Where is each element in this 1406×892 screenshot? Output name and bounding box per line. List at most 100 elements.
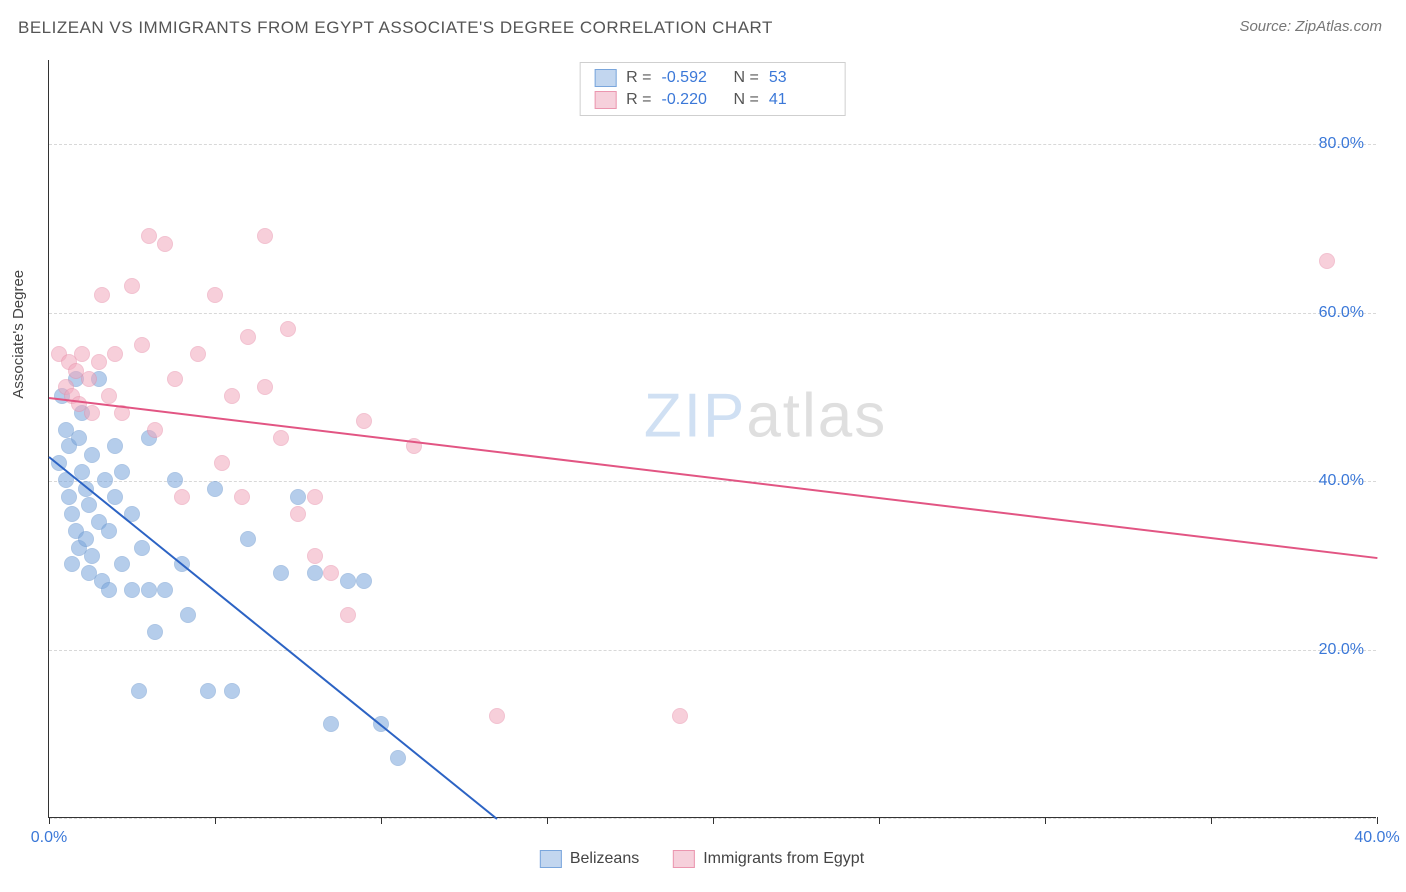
data-point xyxy=(101,523,117,539)
data-point xyxy=(672,708,688,724)
data-point xyxy=(107,438,123,454)
data-point xyxy=(340,607,356,623)
data-point xyxy=(224,683,240,699)
swatch-pink xyxy=(673,850,695,868)
x-tick-mark xyxy=(547,817,548,824)
data-point xyxy=(307,565,323,581)
data-point xyxy=(141,582,157,598)
data-point xyxy=(167,472,183,488)
y-tick-label: 20.0% xyxy=(1319,641,1364,659)
x-tick-mark xyxy=(215,817,216,824)
y-tick-label: 80.0% xyxy=(1319,135,1364,153)
data-point xyxy=(390,750,406,766)
data-point xyxy=(180,607,196,623)
data-point xyxy=(124,582,140,598)
data-point xyxy=(273,430,289,446)
data-point xyxy=(207,481,223,497)
gridline xyxy=(49,313,1376,314)
data-point xyxy=(97,472,113,488)
data-point xyxy=(147,624,163,640)
legend-row: R = -0.592 N = 53 xyxy=(594,67,831,89)
y-tick-label: 60.0% xyxy=(1319,304,1364,322)
data-point xyxy=(141,228,157,244)
x-tick-mark xyxy=(381,817,382,824)
r-label: R = xyxy=(626,69,651,87)
legend-label: Belizeans xyxy=(570,850,639,868)
chart-title: BELIZEAN VS IMMIGRANTS FROM EGYPT ASSOCI… xyxy=(18,18,773,38)
data-point xyxy=(84,405,100,421)
data-point xyxy=(489,708,505,724)
x-tick-mark xyxy=(879,817,880,824)
legend-item: Belizeans xyxy=(540,850,639,868)
gridline xyxy=(49,144,1376,145)
data-point xyxy=(167,371,183,387)
watermark-part2: atlas xyxy=(746,381,887,450)
n-label: N = xyxy=(734,91,759,109)
data-point xyxy=(257,228,273,244)
data-point xyxy=(134,337,150,353)
gridline xyxy=(49,481,1376,482)
watermark-part1: ZIP xyxy=(644,381,746,450)
data-point xyxy=(290,489,306,505)
data-point xyxy=(257,379,273,395)
legend-label: Immigrants from Egypt xyxy=(703,850,864,868)
data-point xyxy=(340,573,356,589)
data-point xyxy=(114,464,130,480)
data-point xyxy=(234,489,250,505)
data-point xyxy=(323,716,339,732)
data-point xyxy=(240,531,256,547)
r-value: -0.592 xyxy=(662,69,724,87)
legend-row: R = -0.220 N = 41 xyxy=(594,89,831,111)
data-point xyxy=(84,447,100,463)
data-point xyxy=(61,489,77,505)
data-point xyxy=(71,430,87,446)
data-point xyxy=(94,287,110,303)
swatch-pink xyxy=(594,91,616,109)
data-point xyxy=(101,582,117,598)
data-point xyxy=(78,531,94,547)
data-point xyxy=(214,455,230,471)
data-point xyxy=(81,497,97,513)
x-tick-mark xyxy=(49,817,50,824)
plot-area: ZIPatlas R = -0.592 N = 53 R = -0.220 N … xyxy=(48,60,1376,818)
data-point xyxy=(356,413,372,429)
data-point xyxy=(157,582,173,598)
data-point xyxy=(273,565,289,581)
x-tick-label: 0.0% xyxy=(31,829,67,847)
data-point xyxy=(240,329,256,345)
gridline xyxy=(49,650,1376,651)
data-point xyxy=(307,548,323,564)
x-tick-mark xyxy=(1045,817,1046,824)
data-point xyxy=(207,287,223,303)
data-point xyxy=(290,506,306,522)
data-point xyxy=(280,321,296,337)
data-point xyxy=(307,489,323,505)
n-value: 41 xyxy=(769,91,831,109)
data-point xyxy=(81,371,97,387)
swatch-blue xyxy=(594,69,616,87)
y-axis-label: Associate's Degree xyxy=(10,270,27,399)
chart-container: Associate's Degree ZIPatlas R = -0.592 N… xyxy=(18,46,1386,880)
data-point xyxy=(101,388,117,404)
data-point xyxy=(74,346,90,362)
x-tick-mark xyxy=(1211,817,1212,824)
correlation-legend: R = -0.592 N = 53 R = -0.220 N = 41 xyxy=(579,62,846,116)
source-attribution: Source: ZipAtlas.com xyxy=(1239,18,1382,35)
data-point xyxy=(91,354,107,370)
data-point xyxy=(124,278,140,294)
data-point xyxy=(200,683,216,699)
y-tick-label: 40.0% xyxy=(1319,472,1364,490)
x-tick-mark xyxy=(1377,817,1378,824)
trend-line xyxy=(48,456,497,820)
watermark: ZIPatlas xyxy=(644,380,887,451)
data-point xyxy=(84,548,100,564)
data-point xyxy=(174,489,190,505)
data-point xyxy=(157,236,173,252)
x-tick-label: 40.0% xyxy=(1354,829,1399,847)
data-point xyxy=(147,422,163,438)
data-point xyxy=(107,489,123,505)
series-legend: Belizeans Immigrants from Egypt xyxy=(540,850,864,868)
legend-item: Immigrants from Egypt xyxy=(673,850,864,868)
data-point xyxy=(114,556,130,572)
r-label: R = xyxy=(626,91,651,109)
